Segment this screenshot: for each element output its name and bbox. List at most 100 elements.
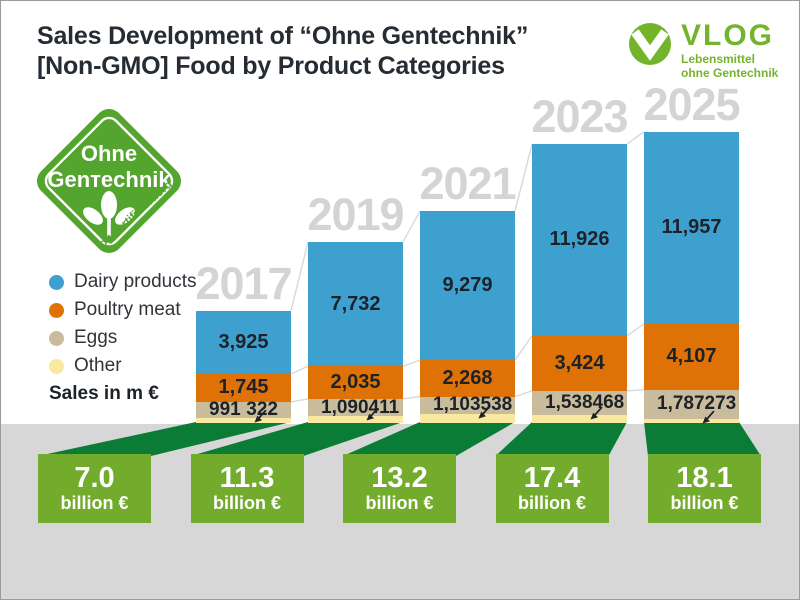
legend-dot-icon xyxy=(49,274,64,290)
legend-label: Other xyxy=(74,355,122,376)
other-pointer-arrow-icon xyxy=(366,408,379,421)
connector-line xyxy=(514,335,533,361)
bar-2021: 9,279 2,268 1,103 538 xyxy=(420,211,515,423)
total-box-2025: 18.1 billion € xyxy=(648,454,761,523)
segment-dairy: 11,957 xyxy=(644,131,739,324)
value-label-other: 538 xyxy=(480,394,513,416)
total-ribbon xyxy=(190,422,403,456)
segment-other xyxy=(196,417,291,423)
title-line1: Sales Development of “Ohne Gentechnik” xyxy=(37,22,529,50)
connector-line xyxy=(402,210,421,243)
legend-label: Dairy products xyxy=(74,271,197,292)
segment-eggs: 1,538 468 xyxy=(532,390,627,416)
value-label-other: 273 xyxy=(704,393,737,415)
legend-item-dairy-products: Dairy products xyxy=(49,268,197,296)
value-label-eggs: 1,103 xyxy=(433,394,481,416)
total-ribbon xyxy=(495,422,627,456)
connector-line xyxy=(626,323,645,337)
total-ribbon xyxy=(343,422,515,456)
connector-line xyxy=(290,241,309,311)
value-label-dairy: 11,957 xyxy=(661,216,722,239)
year-label-2023: 2023 xyxy=(531,91,628,143)
legend-label: Poultry meat xyxy=(74,299,181,320)
legend-label: Eggs xyxy=(74,327,118,348)
connector-line xyxy=(514,390,533,398)
legend-dot-icon xyxy=(49,302,64,318)
segment-eggs: 1,103 538 xyxy=(420,394,515,416)
vlog-wordmark: VLOG Lebensmittel ohne Gentechnik xyxy=(681,21,778,81)
total-unit: billion € xyxy=(60,492,129,513)
other-pointer-arrow-icon xyxy=(702,410,715,424)
value-label-eggs: 1,787 xyxy=(657,393,705,415)
year-label-2017: 2017 xyxy=(195,257,292,309)
segment-other xyxy=(644,418,739,423)
value-label-other: 322 xyxy=(246,398,278,420)
value-label-poultry: 4,107 xyxy=(666,345,717,368)
segment-other xyxy=(532,415,627,423)
connector-line xyxy=(626,389,645,392)
other-pointer-arrow-icon xyxy=(254,409,267,423)
total-box-2021: 13.2 billion € xyxy=(343,454,456,523)
segment-poultry: 2,268 xyxy=(420,360,515,397)
ohne-gentechnik-seal: Ohne Genтechnik og-zertifiziert.org xyxy=(37,109,181,253)
total-box-2019: 11.3 billion € xyxy=(190,454,304,523)
value-label-dairy: 3,925 xyxy=(218,330,269,353)
total-unit: billion € xyxy=(212,492,281,513)
segment-poultry: 2,035 xyxy=(308,366,403,399)
value-label-poultry: 3,424 xyxy=(554,351,605,374)
value-label-poultry: 2,035 xyxy=(330,371,381,394)
bar-2019: 7,732 2,035 1,090 411 xyxy=(308,241,403,423)
total-ribbon xyxy=(644,422,761,456)
segment-poultry: 1,745 xyxy=(196,373,291,402)
bar-2023: 11,926 3,424 1,538 468 xyxy=(532,144,627,423)
value-label-poultry: 2,268 xyxy=(442,366,493,389)
connector-line xyxy=(290,398,309,403)
vlog-name: VLOG xyxy=(681,19,775,52)
segment-dairy: 7,732 xyxy=(308,241,403,367)
legend-item-poultry-meat: Poultry meat xyxy=(49,296,197,324)
connector-line xyxy=(402,395,421,400)
total-unit: billion € xyxy=(517,492,586,513)
total-unit: billion € xyxy=(670,492,739,513)
total-ribbon xyxy=(38,422,291,456)
segment-eggs: 1,090 411 xyxy=(308,397,403,418)
legend: Dairy products Poultry meat Eggs Other xyxy=(49,268,197,380)
value-label-dairy: 7,732 xyxy=(330,292,381,315)
segment-other xyxy=(308,416,403,423)
total-value: 13.2 xyxy=(371,462,428,495)
seal-line2: Genтechnik xyxy=(47,167,171,192)
title-line2: [Non-GMO] Food by Product Categories xyxy=(37,52,505,80)
segment-dairy: 3,925 xyxy=(196,310,291,374)
connector-line xyxy=(402,359,421,367)
value-label-dairy: 11,926 xyxy=(549,228,610,251)
bar-2017: 3,925 1,745 991 322 xyxy=(196,310,291,423)
total-box-2017: 7.0 billion € xyxy=(38,454,151,523)
connector-line xyxy=(290,365,309,375)
segment-poultry: 3,424 xyxy=(532,335,627,391)
value-label-other: 468 xyxy=(592,392,625,414)
sales-unit-label: Sales in m € xyxy=(49,383,159,404)
value-label-eggs: 991 xyxy=(209,398,241,420)
total-value: 17.4 xyxy=(523,462,581,495)
segment-dairy: 11,926 xyxy=(532,144,627,336)
segment-eggs: 1,787 273 xyxy=(644,389,739,419)
connector-line xyxy=(626,131,645,145)
vlog-subtitle: Lebensmittel ohne Gentechnik xyxy=(681,52,779,80)
legend-item-other: Other xyxy=(49,352,197,380)
segment-other xyxy=(420,414,515,423)
year-label-2021: 2021 xyxy=(419,158,516,210)
seal-leaf-icon xyxy=(83,191,135,237)
value-label-poultry: 1,745 xyxy=(218,376,269,399)
segment-poultry: 4,107 xyxy=(644,323,739,390)
total-box-2023: 17.4 billion € xyxy=(495,454,609,523)
total-value: 11.3 xyxy=(219,462,275,495)
year-label-2019: 2019 xyxy=(307,188,404,240)
total-unit: billion € xyxy=(365,492,434,513)
legend-dot-icon xyxy=(49,358,64,374)
value-label-dairy: 9,279 xyxy=(442,274,493,297)
other-pointer-arrow-icon xyxy=(590,407,603,420)
other-pointer-arrow-icon xyxy=(478,406,491,419)
vlog-logo: VLOG Lebensmittel ohne Gentechnik xyxy=(627,21,778,81)
total-value: 18.1 xyxy=(676,462,733,495)
